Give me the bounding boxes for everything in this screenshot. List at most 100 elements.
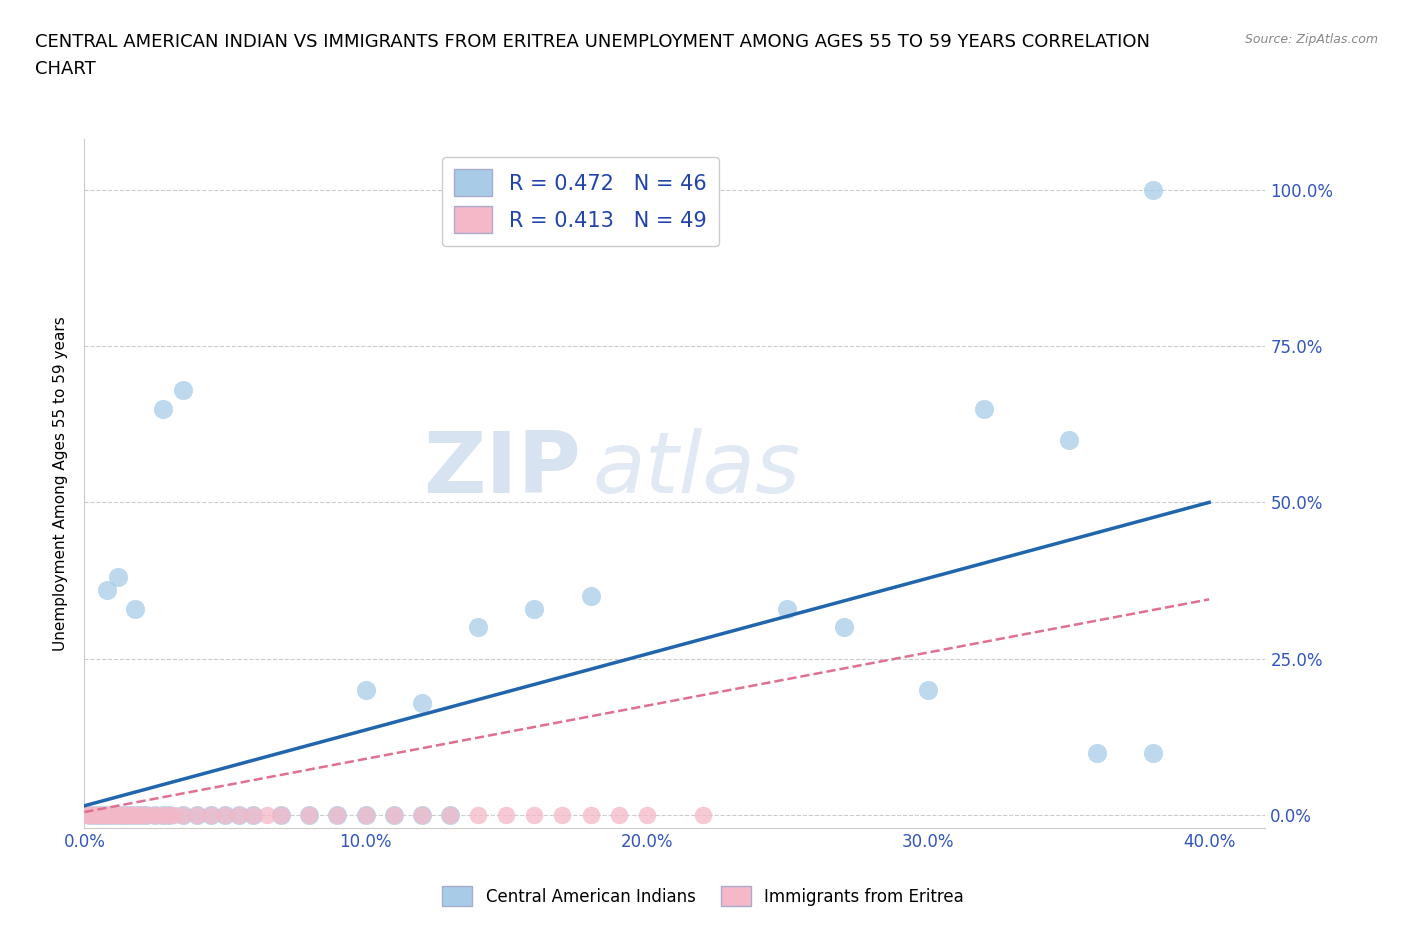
Point — [200, 808, 222, 823]
Point — [270, 808, 292, 823]
Point — [1142, 745, 1164, 760]
Y-axis label: Unemployment Among Ages 55 to 59 years: Unemployment Among Ages 55 to 59 years — [53, 316, 69, 651]
Point — [157, 808, 180, 823]
Point — [87, 808, 110, 823]
Point — [129, 808, 152, 823]
Text: CHART: CHART — [35, 60, 96, 78]
Point — [152, 808, 174, 823]
Point — [82, 808, 104, 823]
Point — [186, 808, 208, 823]
Legend: R = 0.472   N = 46, R = 0.413   N = 49: R = 0.472 N = 46, R = 0.413 N = 49 — [441, 157, 718, 246]
Point — [73, 808, 96, 823]
Point — [115, 808, 138, 823]
Point — [101, 808, 124, 823]
Point — [79, 808, 101, 823]
Point — [143, 808, 166, 823]
Point — [326, 808, 349, 823]
Point — [98, 808, 121, 823]
Point — [1085, 745, 1108, 760]
Point — [96, 808, 118, 823]
Point — [354, 683, 377, 698]
Point — [172, 808, 194, 823]
Point — [112, 808, 135, 823]
Point — [124, 808, 146, 823]
Point — [110, 808, 132, 823]
Point — [127, 808, 149, 823]
Point — [242, 808, 264, 823]
Point — [832, 620, 855, 635]
Point — [96, 808, 118, 823]
Point — [200, 808, 222, 823]
Point — [76, 808, 98, 823]
Point — [163, 808, 186, 823]
Text: CENTRAL AMERICAN INDIAN VS IMMIGRANTS FROM ERITREA UNEMPLOYMENT AMONG AGES 55 TO: CENTRAL AMERICAN INDIAN VS IMMIGRANTS FR… — [35, 33, 1150, 50]
Point — [692, 808, 714, 823]
Point — [112, 808, 135, 823]
Point — [152, 401, 174, 416]
Point — [93, 808, 115, 823]
Point — [107, 570, 129, 585]
Point — [495, 808, 517, 823]
Point — [118, 808, 141, 823]
Point — [636, 808, 658, 823]
Text: atlas: atlas — [592, 429, 800, 512]
Point — [439, 808, 461, 823]
Point — [214, 808, 236, 823]
Point — [579, 808, 602, 823]
Point — [551, 808, 574, 823]
Point — [354, 808, 377, 823]
Point — [172, 382, 194, 397]
Point — [973, 401, 995, 416]
Point — [1142, 182, 1164, 197]
Point — [214, 808, 236, 823]
Point — [917, 683, 939, 698]
Point — [439, 808, 461, 823]
Point — [121, 808, 143, 823]
Point — [326, 808, 349, 823]
Point — [124, 808, 146, 823]
Point — [90, 808, 112, 823]
Point — [467, 620, 489, 635]
Point — [96, 582, 118, 597]
Point — [90, 808, 112, 823]
Point — [298, 808, 321, 823]
Point — [135, 808, 157, 823]
Point — [523, 808, 546, 823]
Point — [118, 808, 141, 823]
Point — [1057, 432, 1080, 447]
Point — [152, 808, 174, 823]
Text: Source: ZipAtlas.com: Source: ZipAtlas.com — [1244, 33, 1378, 46]
Point — [228, 808, 250, 823]
Point — [242, 808, 264, 823]
Point — [186, 808, 208, 823]
Text: ZIP: ZIP — [423, 429, 581, 512]
Point — [157, 808, 180, 823]
Legend: Central American Indians, Immigrants from Eritrea: Central American Indians, Immigrants fro… — [436, 880, 970, 912]
Point — [411, 695, 433, 710]
Point — [84, 808, 107, 823]
Point — [256, 808, 278, 823]
Point — [79, 808, 101, 823]
Point — [135, 808, 157, 823]
Point — [84, 808, 107, 823]
Point — [107, 808, 129, 823]
Point — [382, 808, 405, 823]
Point — [104, 808, 127, 823]
Point — [129, 808, 152, 823]
Point — [776, 602, 799, 617]
Point — [124, 602, 146, 617]
Point — [579, 589, 602, 604]
Point — [270, 808, 292, 823]
Point — [607, 808, 630, 823]
Point — [354, 808, 377, 823]
Point — [411, 808, 433, 823]
Point — [228, 808, 250, 823]
Point — [382, 808, 405, 823]
Point — [523, 602, 546, 617]
Point — [172, 808, 194, 823]
Point — [411, 808, 433, 823]
Point — [298, 808, 321, 823]
Point — [146, 808, 169, 823]
Point — [467, 808, 489, 823]
Point — [101, 808, 124, 823]
